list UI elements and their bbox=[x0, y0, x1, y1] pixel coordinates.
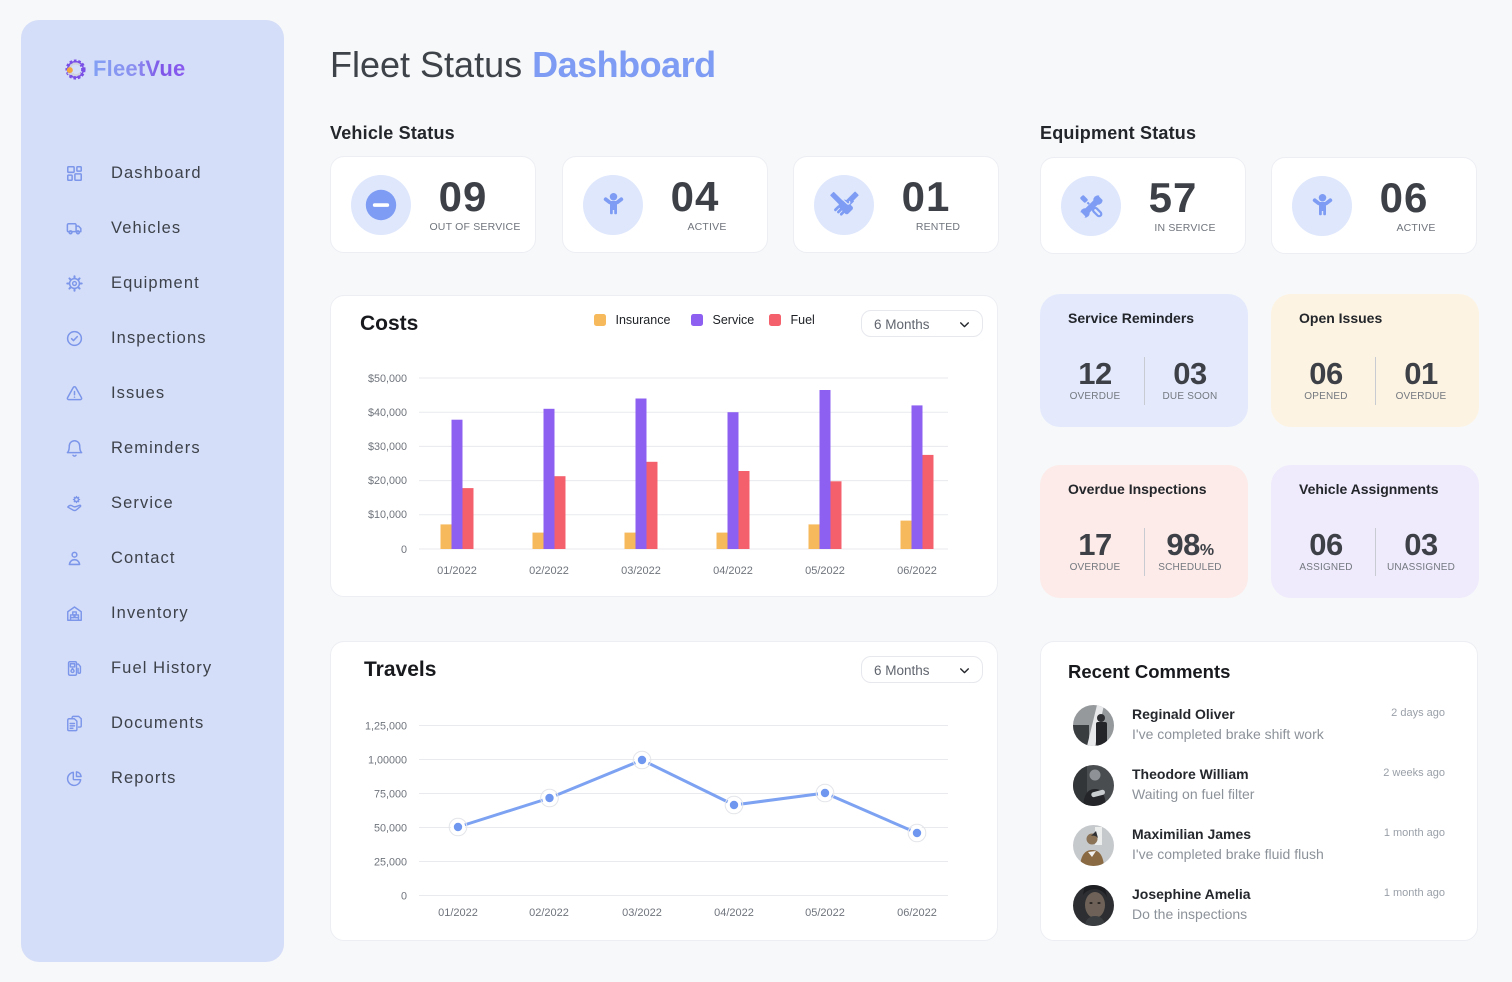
svg-text:$10,000: $10,000 bbox=[368, 509, 407, 521]
svg-text:50,000: 50,000 bbox=[374, 823, 407, 835]
svg-text:01/2022: 01/2022 bbox=[438, 907, 478, 919]
svg-text:25,000: 25,000 bbox=[374, 857, 407, 869]
svg-text:06/2022: 06/2022 bbox=[897, 565, 937, 577]
svg-text:$30,000: $30,000 bbox=[368, 441, 407, 453]
svg-text:$50,000: $50,000 bbox=[368, 373, 407, 385]
svg-text:1,25,000: 1,25,000 bbox=[365, 721, 407, 733]
svg-text:$20,000: $20,000 bbox=[368, 475, 407, 487]
svg-text:01/2022: 01/2022 bbox=[437, 565, 477, 577]
svg-text:1,00000: 1,00000 bbox=[368, 755, 407, 767]
svg-text:04/2022: 04/2022 bbox=[714, 907, 754, 919]
svg-text:0: 0 bbox=[401, 891, 407, 903]
svg-text:02/2022: 02/2022 bbox=[529, 907, 569, 919]
svg-text:75,000: 75,000 bbox=[374, 789, 407, 801]
svg-text:02/2022: 02/2022 bbox=[529, 565, 569, 577]
svg-text:06/2022: 06/2022 bbox=[897, 907, 937, 919]
svg-text:05/2022: 05/2022 bbox=[805, 907, 845, 919]
svg-text:03/2022: 03/2022 bbox=[622, 907, 662, 919]
svg-text:04/2022: 04/2022 bbox=[713, 565, 753, 577]
svg-text:05/2022: 05/2022 bbox=[805, 565, 845, 577]
svg-text:03/2022: 03/2022 bbox=[621, 565, 661, 577]
svg-text:$40,000: $40,000 bbox=[368, 407, 407, 419]
svg-text:0: 0 bbox=[401, 544, 407, 556]
